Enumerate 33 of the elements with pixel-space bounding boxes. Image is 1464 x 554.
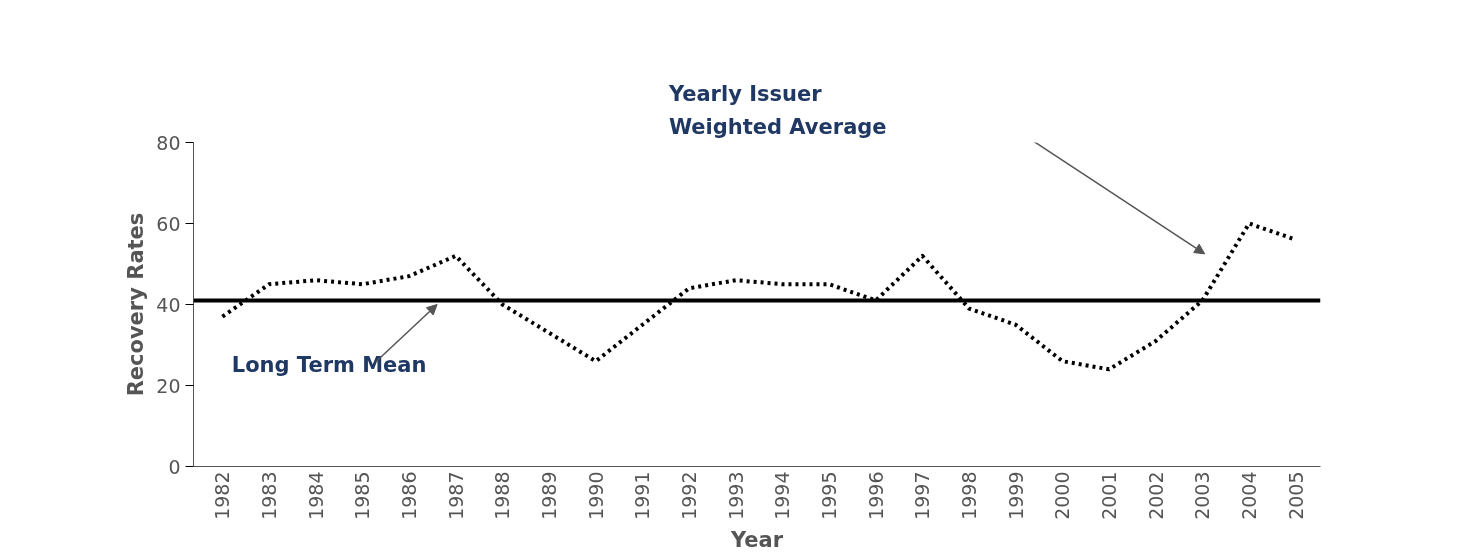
y-tick-label: 80 [156,131,181,154]
y-tick-label: 40 [156,293,181,316]
y-tick-label: 60 [156,212,181,235]
y-tick-label: 0 [168,455,181,478]
x-tick-label: 1995 [818,471,841,520]
x-tick-label: 1985 [351,471,374,520]
y-tick-label: 20 [156,374,181,397]
x-tick-label: 1996 [864,471,887,520]
x-tick-label: 1994 [771,471,794,520]
x-tick-label: 1990 [584,471,607,520]
text: Yearly Issuer Weighted Average [667,81,887,140]
ref-line-label: Long Term Mean [231,353,427,378]
x-axis-title: Year [729,527,784,552]
x-tick-label: 1983 [258,471,281,520]
x-tick-label: 1998 [958,471,981,520]
x-tick-label: 2000 [1051,471,1074,520]
x-tick-label: 1992 [678,471,701,520]
x-tick-label: 1997 [911,471,934,520]
x-tick-label: 2005 [1284,471,1307,520]
x-tick-label: 1986 [398,471,421,520]
x-tick-label: 1984 [304,471,327,520]
x-tick-label: 1999 [1004,471,1027,520]
x-tick-label: 1982 [211,471,234,520]
x-tick-label: 2001 [1098,471,1121,520]
x-tick-label: 2003 [1191,471,1214,520]
x-tick-label: 2004 [1238,471,1261,520]
x-tick-label: 1988 [491,471,514,520]
x-tick-label: 1991 [631,471,654,520]
x-tick-label: 1989 [538,471,561,520]
x-tick-label: 2002 [1144,471,1167,520]
x-tick-label: 1987 [444,471,467,520]
x-tick-label: 1993 [724,471,747,520]
y-axis-title: Recovery Rates [124,212,149,397]
